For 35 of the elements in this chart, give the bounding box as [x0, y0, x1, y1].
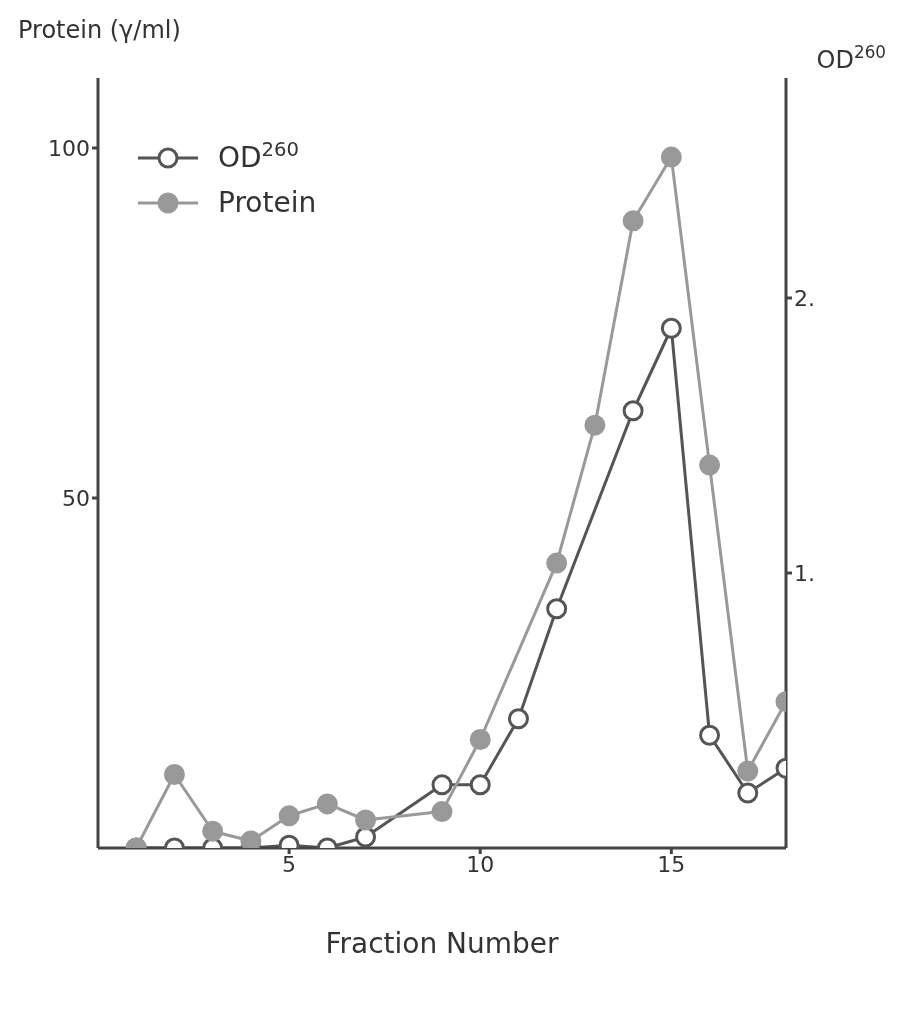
legend-label: OD$^{260}$ [218, 137, 300, 174]
point [699, 454, 721, 476]
x-tick-label: 5 [282, 851, 297, 877]
point [202, 820, 224, 842]
y-tick-label: 100 [48, 135, 90, 161]
point [355, 809, 377, 831]
point [660, 317, 682, 339]
point [163, 764, 185, 785]
y2-tick-label: 1. [794, 560, 815, 586]
point [546, 552, 568, 574]
x-tick-label: 10 [466, 851, 495, 877]
point [622, 400, 644, 422]
point [584, 414, 606, 436]
y2-axis-title: OD$^{260}$ [816, 42, 886, 74]
y2-tick-label: 2. [794, 285, 815, 311]
point [316, 793, 338, 815]
point [507, 708, 529, 730]
y-tick-label: 50 [62, 485, 90, 511]
point [737, 782, 759, 804]
point [431, 801, 453, 823]
point [469, 729, 491, 750]
point [622, 210, 644, 232]
point [431, 774, 453, 796]
point [240, 830, 262, 848]
y-axis-title: Protein (γ/ml) [18, 16, 181, 44]
point [737, 760, 759, 782]
x-axis-title: Fraction Number [325, 927, 560, 960]
point [699, 724, 721, 746]
point [546, 598, 568, 620]
legend-label: Protein [218, 186, 317, 219]
point [355, 826, 377, 848]
point [278, 805, 300, 827]
point [469, 774, 491, 796]
point [660, 146, 682, 168]
x-tick-label: 15 [657, 851, 686, 877]
